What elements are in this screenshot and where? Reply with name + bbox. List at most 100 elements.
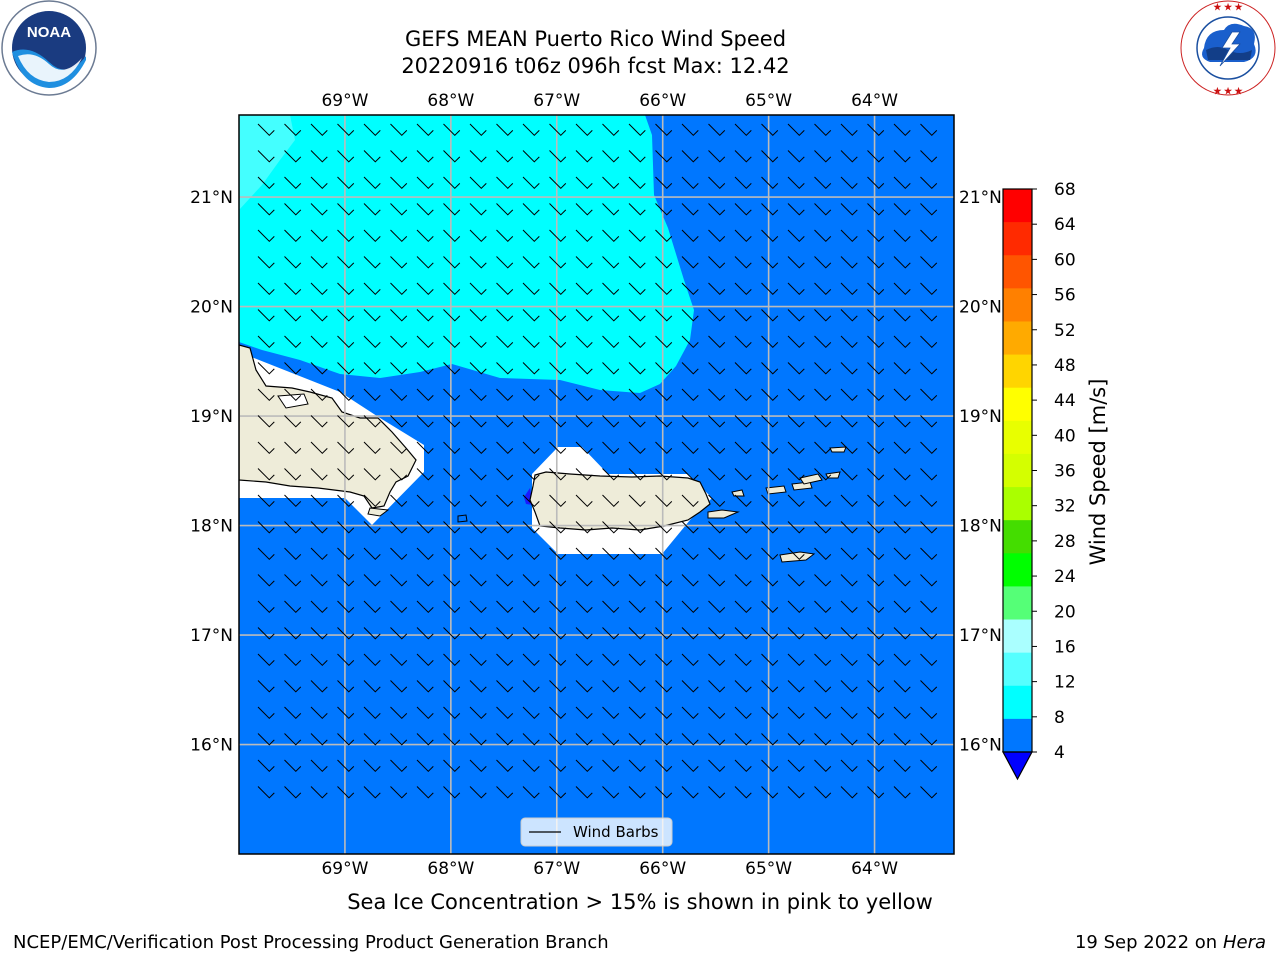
wind-barb bbox=[549, 786, 567, 799]
wind-barb bbox=[416, 786, 434, 799]
colorbar-segment bbox=[1003, 420, 1032, 455]
wind-barb bbox=[390, 203, 408, 216]
wind-barb bbox=[761, 282, 779, 296]
wind-barb bbox=[787, 415, 805, 428]
wind-barb bbox=[893, 494, 911, 508]
wind-barb bbox=[522, 256, 540, 269]
footer-host: Hera bbox=[1222, 932, 1266, 953]
wind-barb bbox=[284, 150, 302, 163]
wind-barb bbox=[337, 627, 355, 640]
wind-barb bbox=[655, 123, 673, 137]
wind-barb bbox=[549, 415, 567, 428]
wind-barb bbox=[575, 706, 593, 720]
wind-barb bbox=[337, 441, 355, 455]
wind-barb bbox=[284, 415, 302, 428]
wind-barb bbox=[655, 176, 673, 190]
wind-barb bbox=[734, 759, 752, 773]
wind-barb bbox=[284, 521, 302, 534]
wind-barb bbox=[416, 362, 434, 375]
wind-barb bbox=[655, 309, 673, 322]
wind-barb bbox=[390, 680, 408, 693]
wind-barb bbox=[522, 680, 540, 693]
wind-field-8-12 bbox=[239, 115, 694, 393]
wind-barb bbox=[787, 494, 805, 508]
wind-barb bbox=[443, 229, 461, 243]
wind-barb bbox=[708, 600, 726, 614]
colorbar-under-arrow bbox=[1001, 751, 1034, 781]
wind-barb bbox=[920, 415, 938, 428]
wind-barb bbox=[363, 706, 381, 720]
wind-barb bbox=[840, 653, 858, 667]
wind-barb bbox=[787, 653, 805, 667]
wind-barb bbox=[496, 309, 514, 322]
wind-barb bbox=[390, 150, 408, 163]
wind-barb bbox=[867, 150, 885, 163]
wind-barb bbox=[575, 256, 593, 269]
wind-barb bbox=[496, 150, 514, 163]
wind-barb bbox=[496, 521, 514, 534]
wind-barb bbox=[814, 176, 832, 190]
wind-barb bbox=[363, 415, 381, 428]
wind-barb bbox=[628, 680, 646, 693]
wind-barb bbox=[814, 653, 832, 667]
wind-barb bbox=[893, 706, 911, 720]
wind-barb bbox=[257, 309, 275, 322]
wind-barb bbox=[549, 229, 567, 243]
wind-barb bbox=[655, 786, 673, 799]
wind-barb bbox=[522, 123, 540, 137]
wind-barb bbox=[602, 600, 620, 614]
wind-barb bbox=[681, 123, 699, 137]
wind-barb bbox=[257, 680, 275, 693]
wind-barb bbox=[549, 309, 567, 322]
noaa-logo-icon: NOAA bbox=[1, 0, 97, 96]
wind-barb bbox=[893, 600, 911, 614]
wind-barb bbox=[284, 600, 302, 614]
wind-barb bbox=[602, 653, 620, 667]
wind-barb bbox=[284, 256, 302, 269]
colorbar-tick-label: 60 bbox=[1054, 250, 1076, 270]
wind-barb bbox=[522, 627, 540, 640]
wind-barb bbox=[337, 786, 355, 799]
wind-barb bbox=[257, 759, 275, 773]
nws-logo-icon: ★ ★ ★ ★ ★ ★ bbox=[1180, 0, 1276, 96]
wind-barb bbox=[734, 176, 752, 190]
wind-barb bbox=[602, 203, 620, 216]
wind-barb bbox=[337, 759, 355, 773]
wind-barb bbox=[337, 733, 355, 746]
wind-barb bbox=[893, 203, 911, 216]
wind-barb bbox=[469, 468, 487, 481]
wind-barb bbox=[363, 229, 381, 243]
wind-barb bbox=[363, 759, 381, 773]
wind-barb bbox=[734, 229, 752, 243]
wind-barb bbox=[337, 706, 355, 720]
wind-barb bbox=[257, 150, 275, 163]
wind-barb bbox=[734, 574, 752, 587]
colorbar: 68 64 60 56 52 48 44 40 36 32 28 24 20 16 12 8 4 bbox=[1001, 180, 1076, 781]
wind-barb bbox=[761, 494, 779, 508]
wind-barb bbox=[734, 786, 752, 799]
wind-barb bbox=[443, 733, 461, 746]
wind-barb bbox=[920, 362, 938, 375]
wind-barb bbox=[920, 309, 938, 322]
wind-barb bbox=[522, 786, 540, 799]
wind-barb bbox=[708, 627, 726, 640]
wind-barb bbox=[814, 203, 832, 216]
wind-barb bbox=[337, 521, 355, 534]
wind-barb bbox=[867, 362, 885, 375]
wind-barb bbox=[840, 203, 858, 216]
wind-barb bbox=[390, 335, 408, 349]
wind-barb bbox=[522, 150, 540, 163]
wind-barb bbox=[522, 494, 540, 508]
wind-barb bbox=[390, 229, 408, 243]
wind-barb bbox=[284, 123, 302, 137]
wind-barb bbox=[522, 653, 540, 667]
wind-barb bbox=[337, 256, 355, 269]
wind-barb bbox=[893, 680, 911, 693]
wind-barb bbox=[681, 786, 699, 799]
wind-barb bbox=[893, 786, 911, 799]
colorbar-segment bbox=[1003, 354, 1032, 389]
wind-barb bbox=[602, 123, 620, 137]
wind-barb bbox=[840, 282, 858, 296]
wind-barb bbox=[337, 150, 355, 163]
colorbar-segment bbox=[1003, 321, 1032, 355]
